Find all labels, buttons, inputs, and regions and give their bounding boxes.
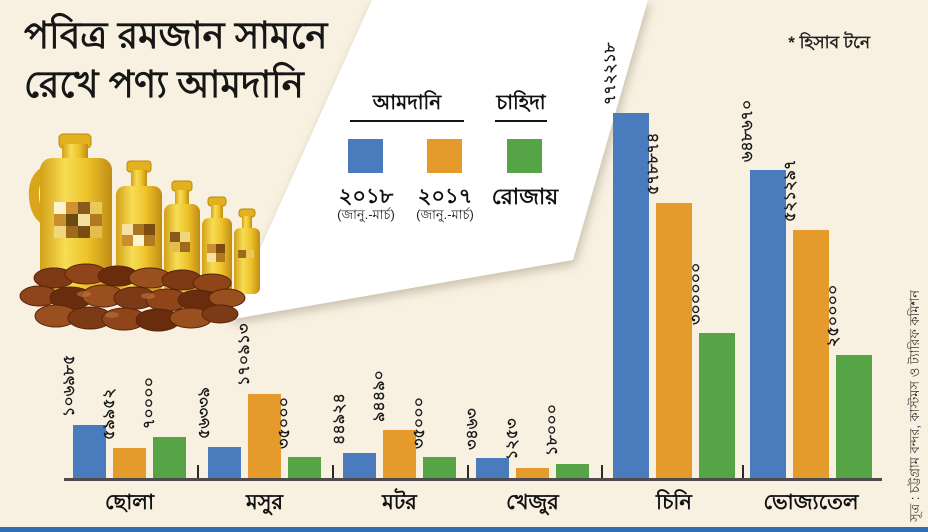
bar-import-2017-4: [516, 468, 549, 478]
bar-import-2018-1: [73, 425, 106, 478]
category-label-5: চিনি: [656, 491, 692, 514]
category-label-2: মসুর: [245, 491, 284, 514]
source-credit: সূত্র : চট্টগ্রাম বন্দর, কাস্টমস ও ট্যার…: [907, 290, 922, 522]
legend-rule-import: [350, 120, 464, 122]
bar-value-demand-ramadan-6: ২৫০০০০: [825, 284, 842, 347]
unit-note: * হিসাব টনে: [788, 33, 870, 52]
group-divider-tick-4: [601, 465, 603, 478]
category-label-1: ছোলা: [104, 491, 155, 514]
chart-baseline: [64, 478, 882, 481]
bar-value-demand-ramadan-3: ৩৫০০০: [410, 397, 428, 449]
bar-value-import-2017-6: ৫২১২৯৭: [782, 159, 799, 222]
bar-import-2018-3: [343, 453, 376, 478]
bar-value-import-2017-3: ৯৪৪৯০: [370, 370, 388, 422]
category-label-4: খেজুর: [506, 491, 559, 514]
bar-value-import-2018-3: ৪৪৯২৪: [330, 393, 348, 445]
bar-value-demand-ramadan-4: ১৮০০০: [543, 404, 561, 456]
bar-value-import-2018-6: ৬৪৮৬৭০: [739, 99, 756, 162]
bar-demand-ramadan-6: [836, 355, 872, 478]
legend-header-demand: চাহিদা: [496, 92, 546, 114]
bar-value-import-2017-1: ৫৯৯৫২: [100, 388, 118, 440]
bar-value-import-2017-4: ১২৫৩: [503, 418, 521, 460]
page-title-line1: পবিত্র রমজান সামনে: [24, 15, 328, 56]
bar-value-import-2017-5: ৫৭৮৮৭৪: [645, 132, 662, 195]
legend-swatch-2018: [348, 139, 383, 173]
bar-demand-ramadan-4: [556, 464, 589, 478]
bar-import-2017-5: [656, 203, 692, 478]
category-label-3: মটর: [382, 491, 417, 514]
category-label-6: ভোজ্যতেল: [763, 491, 859, 514]
bar-demand-ramadan-1: [153, 437, 186, 478]
page-title-line2: রেখে পণ্য আমদানি: [24, 63, 304, 105]
bar-import-2017-2: [248, 394, 281, 478]
bar-import-2018-4: [476, 458, 509, 478]
bar-value-demand-ramadan-5: ৩০০০০০: [688, 262, 705, 325]
page-title: পবিত্র রমজান সামনে রেখে পণ্য আমদানি: [24, 12, 328, 110]
legend-rule-demand: [495, 120, 547, 122]
bar-import-2017-1: [113, 448, 146, 478]
group-divider-tick-3: [467, 465, 469, 478]
bar-import-2018-2: [208, 447, 241, 478]
legend-swatch-demand: [507, 139, 542, 173]
bar-value-demand-ramadan-2: ৩৫০০০: [275, 397, 293, 449]
bar-demand-ramadan-2: [288, 457, 321, 478]
group-divider-tick-5: [742, 465, 744, 478]
legend-sublabel-2017: (জানু.-মার্চ): [416, 207, 474, 222]
bar-value-import-2018-4: ৩৪৬৩: [463, 408, 481, 450]
bar-value-import-2018-5: ৭৭২২১৮: [602, 42, 619, 105]
group-divider-tick-2: [332, 465, 334, 478]
group-divider-tick-1: [197, 465, 199, 478]
bar-value-import-2017-2: ১৭০৯১৩: [235, 323, 253, 386]
legend-header-import: আমদানি: [372, 92, 442, 114]
legend-swatch-2017: [427, 139, 462, 173]
bottom-accent-strip: [0, 527, 928, 532]
bar-import-2017-6: [793, 230, 829, 478]
bar-import-2018-6: [750, 170, 786, 478]
bar-import-2017-3: [383, 430, 416, 478]
bar-value-demand-ramadan-1: ৭০০০০: [140, 376, 158, 429]
bar-demand-ramadan-5: [699, 333, 735, 478]
bar-value-import-2018-2: ৫৬৩৩৯: [195, 387, 213, 439]
bar-demand-ramadan-3: [423, 457, 456, 478]
bar-value-import-2018-1: ১০৬৯৮৫: [60, 354, 78, 417]
